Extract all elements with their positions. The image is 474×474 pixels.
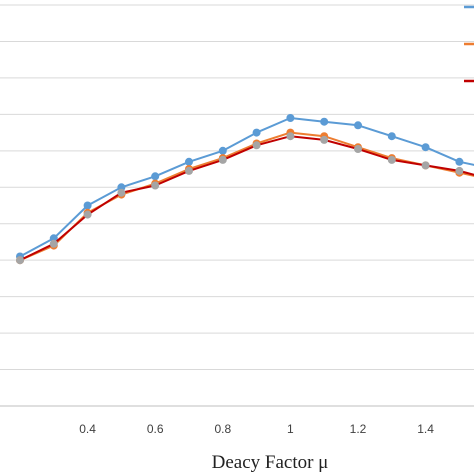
x-tick-label: 0.6 [147,422,164,436]
data-point [387,155,396,164]
x-tick-label: 1.2 [350,422,367,436]
series-line [19,117,474,258]
data-point [151,172,160,181]
x-tick-label: 1.4 [417,422,434,436]
data-point [455,157,464,166]
series-3 [16,132,474,265]
data-point [387,132,396,141]
data-point [49,234,58,243]
data-point [320,135,329,144]
data-point [252,128,261,137]
x-tick-labels: 0.40.60.811.21.41.6 [79,422,434,436]
series-line [19,135,474,262]
data-point [421,161,430,170]
data-point [49,239,58,248]
series-1 [16,114,474,261]
data-point [354,145,362,153]
series-2 [16,128,474,265]
data-point [185,166,193,175]
legend [464,5,474,83]
data-point [16,256,24,265]
data-point [354,121,362,130]
data-point [83,201,92,210]
x-axis-title: Deacy Factor μ [212,452,329,473]
data-point [286,114,295,122]
data-point [218,146,227,155]
data-point [117,188,126,197]
data-point [320,117,329,126]
data-point [185,157,193,166]
data-point [218,155,227,164]
series-line [19,131,474,262]
x-tick-label: 0.8 [214,422,231,436]
x-tick-label: 0.4 [79,422,96,436]
series-layer [16,114,474,265]
data-point [421,143,430,152]
data-point [252,141,261,150]
data-point [83,210,92,219]
x-tick-label: 1 [287,422,294,436]
gridlines [0,4,474,371]
data-point [151,181,160,190]
data-point [455,166,464,175]
data-point [286,132,295,141]
